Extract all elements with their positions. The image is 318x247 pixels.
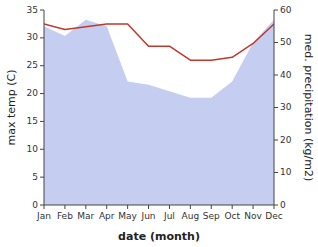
x-tick (85, 205, 86, 209)
y-tick-label: 15 (27, 116, 38, 126)
x-tick (211, 205, 212, 209)
x-tick (253, 205, 254, 209)
x-tick-label: Oct (224, 211, 240, 221)
x-tick (232, 205, 233, 209)
y2-tick (274, 10, 278, 11)
x-tick-label: Jun (141, 211, 156, 221)
y-tick (40, 37, 44, 38)
y-tick-label: 30 (27, 32, 39, 42)
y2-tick (274, 172, 278, 173)
x-tick (148, 205, 149, 209)
y2-tick-label: 10 (280, 167, 292, 177)
chart: 0 5 10 15 20 25 30 35 0 10 20 30 40 50 60 Jan Feb Mar AprM… (0, 0, 318, 247)
x-tick-label: Aug (182, 211, 200, 221)
y-tick (40, 205, 44, 206)
y-tick (40, 10, 44, 11)
x-tick-label: Dec (265, 211, 282, 221)
y-tick (40, 93, 44, 94)
x-tick-label: Jan (36, 211, 51, 221)
y2-tick (274, 75, 278, 76)
y2-tick-label: 40 (280, 70, 292, 80)
y2-axis-label: med. precipitation (kg/m2) (302, 34, 315, 182)
precipitation-area (44, 20, 274, 205)
x-tick-label: Feb (57, 211, 73, 221)
y-tick (40, 65, 44, 66)
x-tick (127, 205, 128, 209)
y2-tick-label: 50 (280, 37, 292, 47)
x-tick (64, 205, 65, 209)
y-tick-label: 10 (27, 144, 39, 154)
y2-tick (274, 140, 278, 141)
x-tick-label: Nov (244, 211, 262, 221)
x-axis-label: date (month) (118, 230, 200, 243)
x-axis-line (44, 205, 274, 206)
y-axis-label: max temp (C) (5, 69, 18, 145)
x-tick-label: Sep (203, 211, 220, 221)
y-tick (40, 121, 44, 122)
x-tick-label: Jul (163, 211, 175, 221)
y-tick-label: 20 (27, 88, 39, 98)
temperature-line (44, 24, 274, 60)
y-tick-label: 35 (27, 5, 38, 15)
y2-tick (274, 42, 278, 43)
x-tick (190, 205, 191, 209)
y-tick (40, 149, 44, 150)
y2-tick-label: 0 (280, 200, 286, 210)
y2-tick-label: 20 (280, 135, 292, 145)
y2-tick (274, 205, 278, 206)
plot-area (44, 20, 274, 205)
x-tick-label: May (118, 211, 137, 221)
x-tick (44, 205, 45, 209)
y-axis-line (44, 10, 45, 205)
y-tick-label: 0 (32, 200, 38, 210)
x-tick-label: Mar (77, 211, 94, 221)
y-tick (40, 177, 44, 178)
y-tick-label: 25 (27, 60, 38, 70)
x-tick (169, 205, 170, 209)
x-tick-label: Apr (99, 211, 115, 221)
x-tick (106, 205, 107, 209)
y2-tick-label: 60 (280, 5, 292, 15)
y2-tick (274, 107, 278, 108)
x-tick (274, 205, 275, 209)
y-tick-label: 5 (32, 172, 38, 182)
y2-tick-label: 30 (280, 102, 292, 112)
